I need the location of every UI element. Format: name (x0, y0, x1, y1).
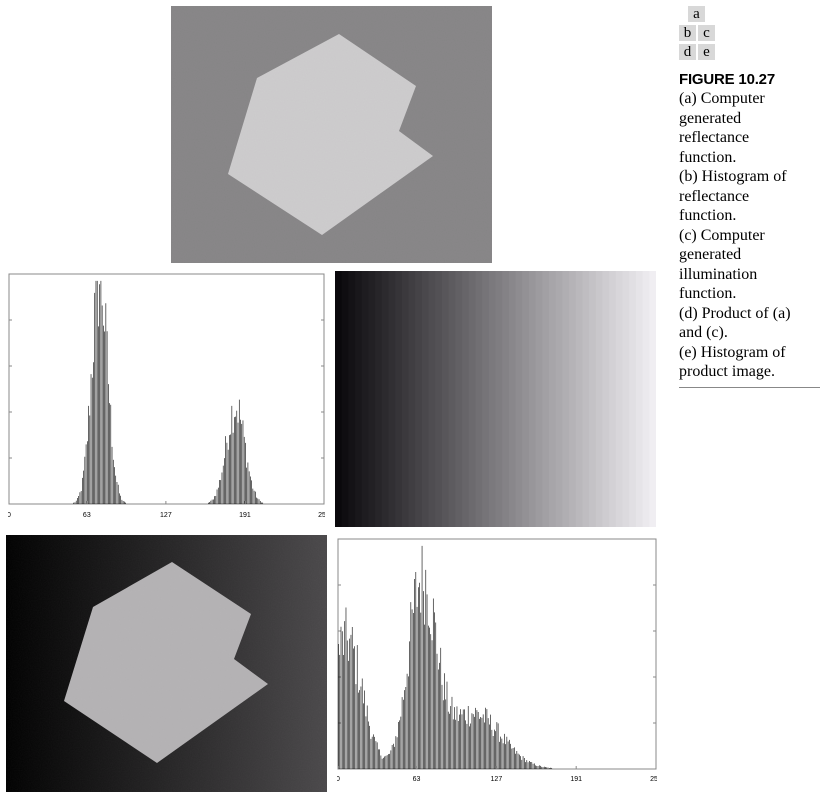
illumination-band (622, 271, 630, 527)
reflectance-histogram: 0 63 127 191 255 (8, 273, 325, 522)
caption-line: and (c). (679, 324, 728, 341)
illumination-band (395, 271, 403, 527)
plot-frame (337, 538, 657, 770)
x-tick-label: 255 (650, 776, 657, 783)
caption-line: (d) Product of (a) (679, 304, 791, 322)
illumination-band (368, 271, 376, 527)
x-tick-label: 191 (239, 512, 251, 519)
illumination-band (442, 271, 450, 527)
illumination-band (475, 271, 483, 527)
illumination-band (488, 271, 497, 527)
illumination-band (401, 271, 410, 527)
illumination-band (615, 271, 624, 527)
illumination-band (515, 271, 523, 527)
x-tick-label: 255 (318, 512, 325, 519)
caption-line: reflectance (679, 187, 750, 205)
illumination-band (595, 271, 604, 527)
x-tick-label: 127 (160, 512, 172, 519)
caption-line: reflectance (679, 129, 750, 146)
illumination-band (462, 271, 470, 527)
product-image (6, 535, 327, 792)
layout-letter-d: d (679, 44, 696, 60)
illumination-band (361, 271, 370, 527)
illumination-band (348, 271, 356, 527)
x-tick-label: 0 (337, 776, 340, 783)
illumination-band (522, 271, 530, 527)
x-tick-label: 0 (8, 512, 11, 519)
illumination-band (408, 271, 416, 527)
caption-divider (679, 387, 820, 388)
illumination-band (421, 271, 430, 527)
illumination-band (649, 271, 656, 527)
illumination-band (629, 271, 637, 527)
product-histogram: 0 63 127 191 255 (337, 538, 657, 791)
plot-frame (8, 273, 325, 505)
caption-line: (c) Computer (679, 226, 765, 244)
illumination-band (575, 271, 584, 527)
caption-line: (a) Computer (679, 90, 765, 107)
illumination-band (508, 271, 517, 527)
figure-caption: FIGURE 10.27 (a) Computer generated refl… (679, 70, 820, 382)
caption-line: (b) Histogram of (679, 168, 787, 185)
illumination-band (435, 271, 443, 527)
illumination-band (381, 271, 390, 527)
illumination-band (415, 271, 423, 527)
layout-letter-c: c (698, 25, 715, 41)
illumination-band (375, 271, 383, 527)
illumination-image (335, 271, 656, 527)
caption-line: (e) Histogram of (679, 343, 786, 361)
illumination-band (589, 271, 597, 527)
caption-line: generated (679, 109, 742, 127)
illumination-band (355, 271, 363, 527)
illumination-band (562, 271, 570, 527)
illumination-band (495, 271, 503, 527)
illumination-band (528, 271, 537, 527)
illumination-band (602, 271, 610, 527)
illumination-band (428, 271, 436, 527)
illumination-band (535, 271, 543, 527)
illumination-band (341, 271, 349, 527)
layout-letter-b: b (679, 25, 696, 41)
illumination-band (642, 271, 650, 527)
illumination-band (335, 271, 343, 527)
illumination-band (609, 271, 617, 527)
illumination-band (582, 271, 590, 527)
illumination-band (455, 271, 463, 527)
caption-line: function. (679, 207, 737, 224)
illumination-band (482, 271, 490, 527)
illumination-band (388, 271, 396, 527)
caption-line: generated (679, 246, 742, 263)
reflectance-image (171, 6, 492, 263)
illumination-band (635, 271, 644, 527)
x-tick-label: 63 (413, 776, 421, 783)
illumination-band (542, 271, 550, 527)
x-tick-label: 191 (570, 776, 582, 783)
caption-line: function. (679, 285, 737, 302)
caption-line: illumination (679, 265, 758, 283)
illumination-band (448, 271, 456, 527)
illumination-band (549, 271, 557, 527)
caption-line: product image. (679, 363, 775, 380)
x-tick-label: 127 (491, 776, 503, 783)
illumination-band (569, 271, 577, 527)
figure-title: FIGURE 10.27 (679, 71, 775, 88)
layout-letter-a: a (688, 6, 705, 22)
x-tick-label: 63 (83, 512, 91, 519)
illumination-band (555, 271, 563, 527)
caption-line: function. (679, 148, 737, 166)
layout-letter-e: e (698, 44, 715, 60)
illumination-band (502, 271, 510, 527)
illumination-band (468, 271, 477, 527)
